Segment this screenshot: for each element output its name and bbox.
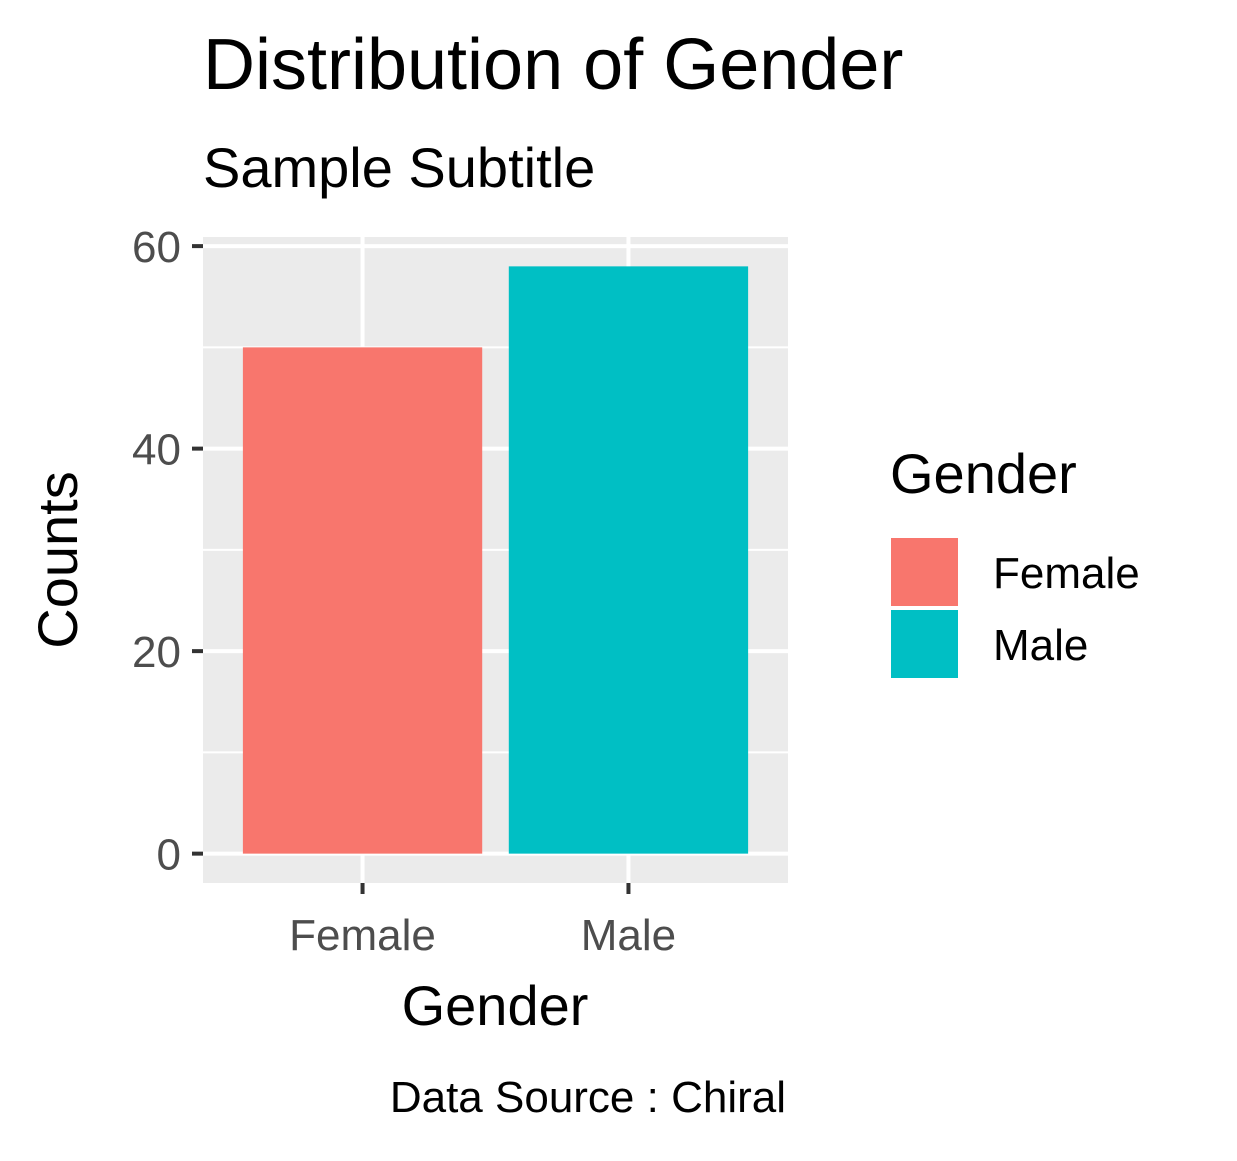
chart-title: Distribution of Gender — [203, 25, 903, 105]
y-tick-label: 20 — [132, 628, 181, 677]
x-axis: Female Male — [289, 883, 676, 960]
y-tick-label: 60 — [132, 223, 181, 272]
legend-key-female — [889, 536, 960, 608]
legend-label-female: Female — [993, 549, 1140, 598]
bar-female — [242, 347, 483, 854]
legend-key-male — [889, 608, 960, 680]
x-tick-label: Female — [289, 911, 436, 960]
legend-title: Gender — [890, 442, 1077, 505]
bars — [242, 266, 749, 854]
y-tick-label: 40 — [132, 426, 181, 475]
y-axis-title: Counts — [26, 471, 89, 648]
y-axis: 0 20 40 60 — [132, 223, 203, 880]
chart-subtitle: Sample Subtitle — [203, 136, 595, 199]
legend-label-male: Male — [993, 621, 1088, 670]
bar-male — [508, 266, 749, 854]
x-tick-label: Male — [581, 911, 676, 960]
x-axis-title: Gender — [402, 974, 589, 1037]
legend: Gender Female Male — [889, 442, 1140, 680]
y-tick-label: 0 — [157, 831, 181, 880]
chart-caption: Data Source : Chiral — [390, 1073, 786, 1122]
